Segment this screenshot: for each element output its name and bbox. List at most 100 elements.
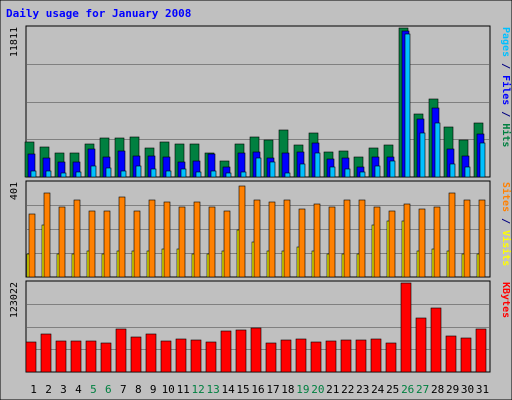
bar-pages-day-2 — [45, 170, 52, 178]
bar-sites-day-24 — [373, 206, 381, 278]
bar-pages-day-31 — [479, 142, 486, 178]
legend-entry-3: Visits — [500, 230, 512, 266]
bar-sites-day-4 — [73, 199, 81, 278]
bar-pages-day-6 — [105, 167, 112, 178]
bar-sites-day-13 — [208, 206, 216, 278]
bar-pages-day-30 — [464, 166, 471, 178]
bar-sites-day-5 — [88, 210, 96, 278]
legend-entry-5: Hits — [500, 123, 512, 147]
x-tick-label-day-10: 10 — [162, 383, 175, 396]
bar-kbytes-day-15 — [235, 329, 247, 373]
x-tick-label-day-13: 13 — [206, 383, 219, 396]
bar-pages-day-9 — [150, 168, 157, 178]
chart-title: Daily usage for January 2008 — [6, 7, 191, 20]
x-tick-label-day-20: 20 — [311, 383, 324, 396]
bar-kbytes-day-7 — [115, 328, 127, 373]
bar-sites-day-18 — [283, 199, 291, 278]
bar-sites-day-25 — [388, 210, 396, 278]
bar-kbytes-day-31 — [475, 328, 487, 373]
bar-sites-day-10 — [163, 201, 171, 278]
bar-pages-day-24 — [374, 165, 381, 178]
bar-sites-day-6 — [103, 210, 111, 278]
bar-pages-day-23 — [359, 171, 366, 178]
x-tick-label-day-28: 28 — [431, 383, 444, 396]
y-axis-max-label: 401 — [9, 182, 20, 200]
bar-pages-day-4 — [75, 171, 82, 178]
x-tick-label-day-29: 29 — [446, 383, 459, 396]
bar-kbytes-day-25 — [385, 342, 397, 373]
series-legend: Sites / Visits — [500, 182, 512, 266]
bar-pages-day-13 — [210, 170, 217, 178]
bar-kbytes-day-8 — [130, 336, 142, 373]
bar-sites-day-20 — [313, 203, 321, 278]
bar-pages-day-27 — [419, 132, 426, 178]
x-tick-label-day-18: 18 — [281, 383, 294, 396]
x-tick-label-day-5: 5 — [90, 383, 97, 396]
bar-pages-day-14 — [225, 172, 232, 178]
bar-kbytes-day-26 — [400, 282, 412, 373]
x-tick-label-day-6: 6 — [105, 383, 112, 396]
series-sites — [28, 185, 486, 278]
x-tick-label-day-22: 22 — [341, 383, 354, 396]
bar-kbytes-day-23 — [355, 339, 367, 373]
bar-pages-day-16 — [255, 157, 262, 178]
bar-sites-day-8 — [133, 210, 141, 278]
legend-entry-2: / — [500, 57, 511, 75]
bar-sites-day-30 — [463, 199, 471, 278]
bar-pages-day-21 — [329, 166, 336, 178]
x-tick-label-day-15: 15 — [236, 383, 249, 396]
bar-pages-day-18 — [284, 172, 291, 178]
bar-kbytes-day-9 — [145, 333, 157, 373]
bar-pages-day-12 — [195, 171, 202, 178]
bar-kbytes-day-14 — [220, 330, 232, 373]
bar-pages-day-25 — [389, 160, 396, 178]
x-tick-label-day-9: 9 — [150, 383, 157, 396]
chart-panels: 11811 Pages / Files / Hits 401 Sites / Visi… — [9, 25, 512, 373]
legend-entry-1: Pages — [500, 27, 511, 57]
bar-sites-day-9 — [148, 199, 156, 278]
chart-panel-3: 123022 KBytes — [9, 280, 511, 373]
bar-kbytes-day-29 — [445, 335, 457, 373]
x-tick-label-day-27: 27 — [416, 383, 429, 396]
x-tick-label-day-31: 31 — [476, 383, 489, 396]
bar-sites-day-14 — [223, 210, 231, 278]
bar-kbytes-day-22 — [340, 339, 352, 373]
bar-kbytes-day-21 — [325, 340, 337, 373]
bar-kbytes-day-2 — [40, 333, 52, 373]
bar-sites-day-11 — [178, 206, 186, 278]
bar-pages-day-19 — [299, 163, 306, 178]
bar-sites-day-15 — [238, 185, 246, 278]
bar-kbytes-day-3 — [55, 340, 67, 373]
series-legend: Pages / Files / Hits — [500, 27, 512, 147]
bar-sites-day-31 — [478, 199, 486, 278]
bar-pages-day-22 — [344, 168, 351, 178]
bar-kbytes-day-17 — [265, 342, 277, 373]
x-tick-label-day-16: 16 — [251, 383, 264, 396]
x-tick-label-day-19: 19 — [296, 383, 309, 396]
bar-sites-day-16 — [253, 199, 261, 278]
bar-kbytes-day-18 — [280, 339, 292, 373]
bar-sites-day-23 — [358, 199, 366, 278]
bar-sites-day-22 — [343, 199, 351, 278]
x-tick-label-day-11: 11 — [177, 383, 190, 396]
legend-entry-4: / — [500, 105, 511, 123]
series-kbytes — [25, 282, 487, 373]
x-tick-label-day-30: 30 — [461, 383, 474, 396]
x-tick-label-day-12: 12 — [191, 383, 204, 396]
legend-entry-1: Sites — [500, 182, 512, 212]
bar-sites-day-17 — [268, 201, 276, 278]
bar-sites-day-1 — [28, 213, 36, 278]
x-tick-label-day-17: 17 — [266, 383, 279, 396]
x-tick-label-day-3: 3 — [60, 383, 67, 396]
bar-kbytes-day-1 — [25, 341, 37, 373]
bar-kbytes-day-6 — [100, 342, 112, 373]
legend-entry-2: / — [500, 212, 511, 230]
bar-kbytes-day-10 — [160, 340, 172, 373]
x-tick-label-day-21: 21 — [326, 383, 339, 396]
bar-sites-day-21 — [328, 206, 336, 278]
bar-pages-day-5 — [90, 165, 97, 178]
bar-sites-day-2 — [43, 192, 51, 278]
bar-sites-day-19 — [298, 208, 306, 278]
bar-kbytes-day-19 — [295, 338, 307, 373]
